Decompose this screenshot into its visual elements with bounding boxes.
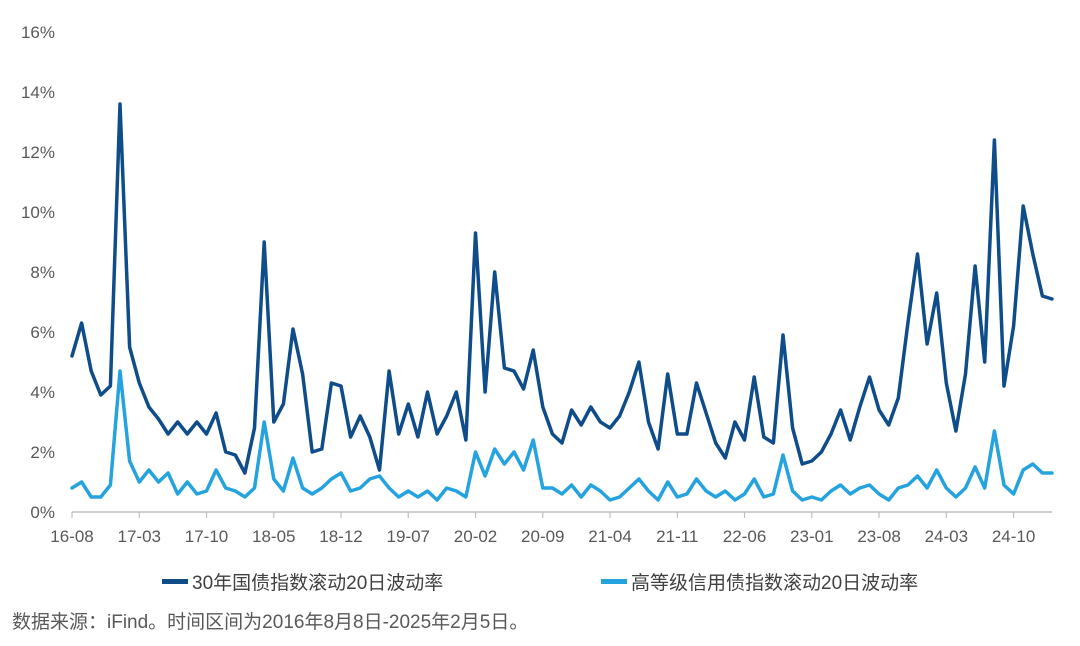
x-tick-label: 22-06 (723, 527, 766, 546)
x-tick-label: 18-12 (319, 527, 362, 546)
y-tick-label: 0% (30, 503, 55, 522)
source-note: 数据来源：iFind。时间区间为2016年8月8日-2025年2月5日。 (12, 612, 529, 633)
x-tick-label: 17-03 (118, 527, 161, 546)
x-tick-label: 20-02 (454, 527, 497, 546)
x-tick-label: 23-01 (790, 527, 833, 546)
x-tick-label: 16-08 (50, 527, 93, 546)
x-tick-label: 17-10 (185, 527, 228, 546)
y-tick-label: 16% (21, 23, 55, 42)
x-tick-label: 21-04 (588, 527, 631, 546)
legend-label-high-grade-credit: 高等级信用债指数滚动20日波动率 (631, 573, 919, 594)
x-axis: 16-08 17-03 17-10 18-05 18-12 19-07 20-02 20-09… (50, 512, 1035, 546)
y-tick-label: 12% (21, 143, 55, 162)
y-tick-label: 6% (30, 323, 55, 342)
legend: 30年国债指数滚动20日波动率 高等级信用债指数滚动20日波动率 (0, 568, 1080, 598)
legend-swatch-high-grade-credit (601, 579, 627, 584)
x-tick-label: 19-07 (387, 527, 430, 546)
series-line-high-grade-credit (70, 369, 1054, 502)
x-tick-label: 21-11 (656, 527, 698, 546)
y-tick-label: 8% (30, 263, 55, 282)
line-chart: 0% 2% 4% 6% 8% 10% 12% 14% 16% 16-08 17-03 17-10 18… (21, 23, 1054, 546)
x-tick-label: 24-10 (992, 527, 1035, 546)
y-tick-label: 14% (21, 83, 55, 102)
x-tick-label: 23-08 (857, 527, 900, 546)
series-layer (70, 102, 1054, 502)
x-tick-label: 24-03 (925, 527, 968, 546)
y-tick-label: 2% (30, 443, 55, 462)
series-line-treasury-30y (70, 102, 1054, 475)
legend-item-high-grade-credit: 高等级信用债指数滚动20日波动率 (601, 568, 918, 595)
legend-item-treasury-30y: 30年国债指数滚动20日波动率 (162, 568, 443, 595)
y-tick-label: 4% (30, 383, 55, 402)
y-axis: 0% 2% 4% 6% 8% 10% 12% 14% 16% (21, 23, 55, 522)
y-tick-label: 10% (21, 203, 55, 222)
legend-label-treasury-30y: 30年国债指数滚动20日波动率 (192, 573, 444, 594)
legend-swatch-treasury-30y (162, 579, 188, 584)
x-tick-label: 20-09 (521, 527, 564, 546)
x-tick-label: 18-05 (252, 527, 295, 546)
